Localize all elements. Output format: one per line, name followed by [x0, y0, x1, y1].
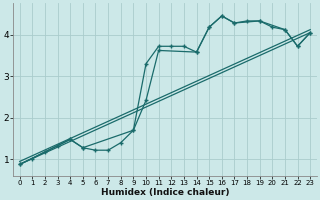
X-axis label: Humidex (Indice chaleur): Humidex (Indice chaleur) [101, 188, 229, 197]
